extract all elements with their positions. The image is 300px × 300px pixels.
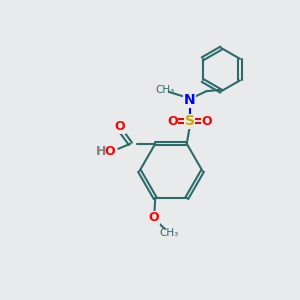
Text: H: H	[96, 145, 106, 158]
Text: O: O	[202, 115, 212, 128]
Text: O: O	[148, 211, 159, 224]
Text: CH₃: CH₃	[155, 85, 175, 95]
Text: N: N	[184, 93, 196, 107]
Text: CH₃: CH₃	[159, 228, 178, 238]
Text: S: S	[185, 114, 195, 128]
Text: O: O	[167, 115, 178, 128]
Text: O: O	[104, 145, 115, 158]
Text: O: O	[114, 120, 125, 133]
